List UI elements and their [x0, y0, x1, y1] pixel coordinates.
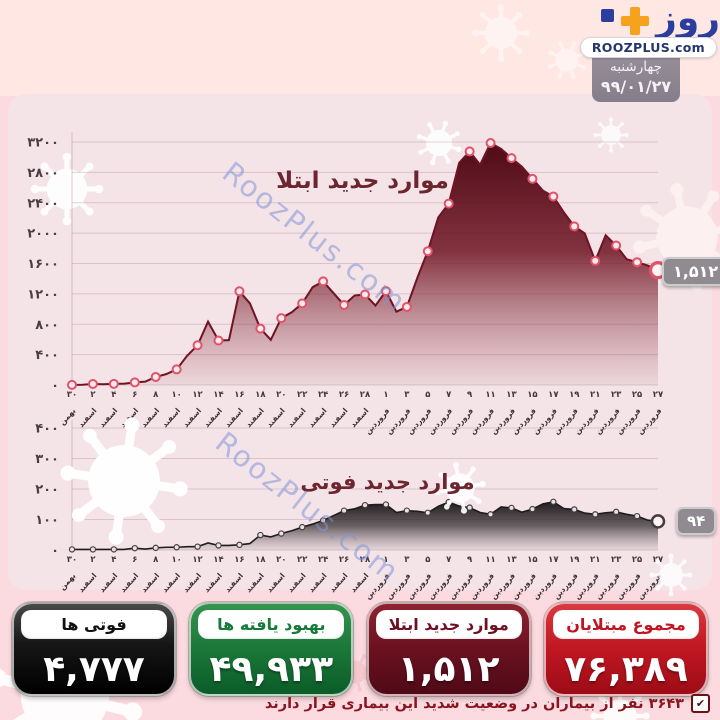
logo-plus-icon — [621, 7, 650, 35]
stat-recovered-total: بهبود یافته ها ۴۹,۹۳۳ — [189, 602, 354, 696]
stat-label: بهبود یافته ها — [198, 610, 345, 639]
stat-label: موارد جدید ابتلا — [375, 610, 522, 639]
stat-deaths-total: فوتی ها ۴,۷۷۷ — [12, 602, 176, 696]
last-value-badge-deaths: ۹۴ — [676, 507, 717, 535]
stat-new-cases: موارد جدید ابتلا ۱,۵۱۲ — [366, 602, 531, 696]
severe-cases-text: ۳۶۴۳ نفر از بیماران در وضعیت شدید این بی… — [264, 695, 684, 712]
site-url-badge[interactable]: ROOZPLUS.com — [579, 37, 717, 58]
severe-cases-note: ✔ ۳۶۴۳ نفر از بیماران در وضعیت شدید این … — [265, 694, 710, 713]
stat-label: مجموع مبتلایان — [552, 610, 699, 639]
date-value: ۹۹/۰۱/۲۷ — [600, 77, 672, 96]
stat-value: ۴۹,۹۳۳ — [209, 649, 334, 690]
logo-wordmark: روز — [656, 0, 720, 39]
stat-value: ۴,۷۷۷ — [43, 649, 145, 690]
stat-value: ۷۶,۳۸۹ — [564, 649, 688, 690]
logo-square-icon — [601, 9, 615, 22]
roozplus-logo[interactable]: روز — [601, 0, 720, 38]
new-cases-chart-title: موارد جدید ابتلا — [276, 168, 449, 194]
stat-label: فوتی ها — [21, 610, 167, 639]
last-value-badge-cases: ۱,۵۱۲ — [662, 257, 720, 286]
stats-row: فوتی ها ۴,۷۷۷ بهبود یافته ها ۴۹,۹۳۳ موار… — [12, 602, 708, 696]
checkbox-icon: ✔ — [691, 694, 710, 713]
stat-total-cases: مجموع مبتلایان ۷۶,۳۸۹ — [543, 602, 708, 696]
stat-value: ۱,۵۱۲ — [397, 649, 500, 690]
weekday-label: چهارشنبه — [610, 59, 662, 75]
new-deaths-chart-title: موارد جدید فوتی — [300, 470, 475, 494]
